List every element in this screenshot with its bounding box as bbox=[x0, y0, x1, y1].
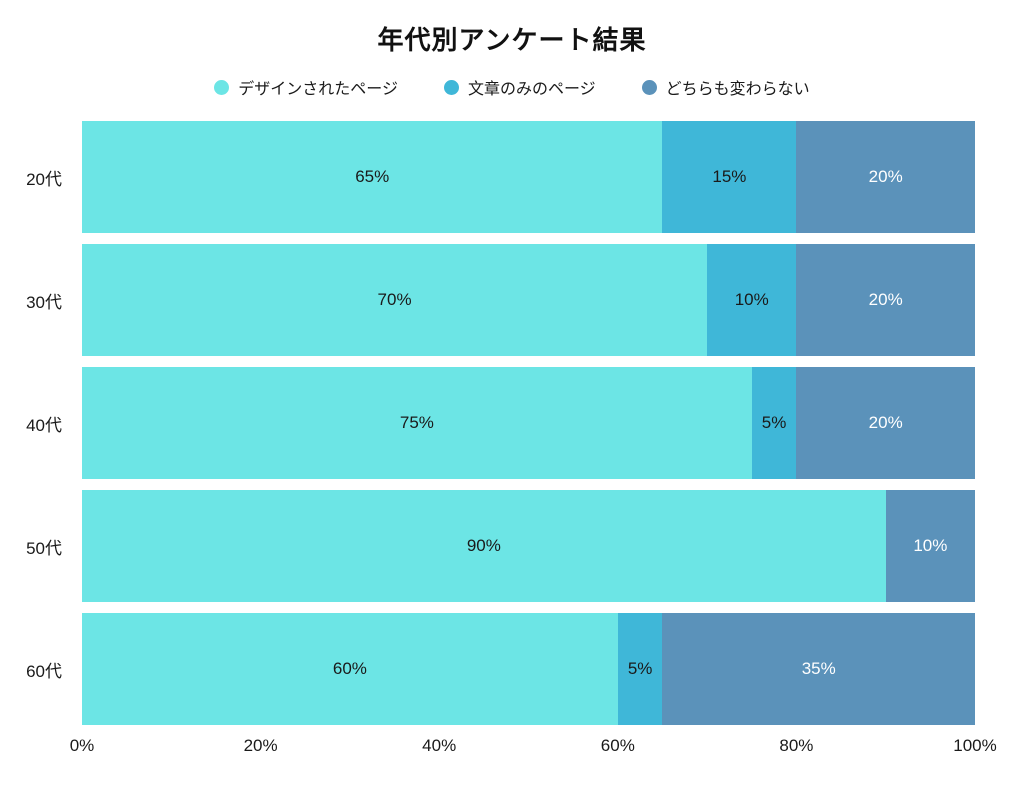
segment-value-label: 15% bbox=[712, 167, 747, 186]
legend-item: 文章のみのページ bbox=[443, 75, 596, 99]
bar-segment: 5% bbox=[751, 367, 797, 479]
chart-container: 年代別アンケート結果 デザインされたページ 文章のみのページ どちらも変わらない 2… bbox=[0, 20, 1024, 788]
bar-segment: 75% bbox=[82, 367, 752, 479]
segment-value-label: 20% bbox=[868, 167, 903, 186]
bar-row: 20代 65% 15% 20% bbox=[0, 121, 975, 233]
bar-segment: 10% bbox=[885, 490, 975, 602]
x-tick-label: 80% bbox=[779, 736, 814, 755]
bar-segment: 70% bbox=[82, 244, 708, 356]
legend-label: デザインされたページ bbox=[238, 81, 398, 98]
legend-label: 文章のみのページ bbox=[467, 81, 596, 98]
x-axis: 0% 20% 40% 60% 80% 100% bbox=[70, 734, 997, 762]
legend-color-dot bbox=[214, 79, 230, 95]
segment-value-label: 20% bbox=[868, 413, 903, 432]
bar-track: 70% 10% 20% bbox=[82, 244, 975, 356]
segment-value-label: 70% bbox=[377, 290, 412, 309]
legend-item: どちらも変わらない bbox=[641, 75, 810, 99]
bar-segment: 20% bbox=[796, 367, 975, 479]
legend-item: デザインされたページ bbox=[214, 75, 398, 99]
category-label: 40代 bbox=[26, 415, 62, 435]
segment-value-label: 65% bbox=[355, 167, 390, 186]
bar-row: 50代 90% 10% bbox=[0, 490, 975, 602]
segment-value-label: 10% bbox=[913, 536, 948, 555]
segment-value-label: 5% bbox=[627, 659, 653, 678]
category-label: 20代 bbox=[26, 169, 62, 189]
plot-area: 20代 65% 15% 20% 30代 70% 10% 20% 40代 75% 5% 20% 50代 90… bbox=[0, 121, 975, 725]
bar-track: 75% 5% 20% bbox=[82, 367, 975, 479]
segment-value-label: 20% bbox=[868, 290, 903, 309]
bar-segment: 60% bbox=[82, 613, 618, 725]
bar-segment: 35% bbox=[662, 613, 975, 725]
bar-segment: 15% bbox=[662, 121, 797, 233]
segment-value-label: 35% bbox=[801, 659, 836, 678]
category-label: 60代 bbox=[26, 661, 62, 681]
segment-value-label: 90% bbox=[466, 536, 501, 555]
chart-title: 年代別アンケート結果 bbox=[377, 25, 647, 55]
x-tick-label: 40% bbox=[422, 736, 457, 755]
legend-color-dot bbox=[641, 79, 657, 95]
bar-track: 90% 10% bbox=[82, 490, 975, 602]
bar-row: 40代 75% 5% 20% bbox=[0, 367, 975, 479]
bar-segment: 10% bbox=[707, 244, 797, 356]
bar-segment: 65% bbox=[82, 121, 663, 233]
x-tick-label: 100% bbox=[953, 736, 997, 755]
bar-track: 60% 5% 35% bbox=[82, 613, 975, 725]
segment-value-label: 60% bbox=[332, 659, 367, 678]
bar-segment: 20% bbox=[796, 244, 975, 356]
legend-label: どちらも変わらない bbox=[665, 81, 810, 98]
segment-value-label: 75% bbox=[399, 413, 434, 432]
bar-segment: 20% bbox=[796, 121, 975, 233]
x-tick-label: 20% bbox=[243, 736, 278, 755]
bar-row: 30代 70% 10% 20% bbox=[0, 244, 975, 356]
bar-segment: 5% bbox=[617, 613, 663, 725]
x-tick-label: 60% bbox=[600, 736, 635, 755]
segment-value-label: 10% bbox=[734, 290, 769, 309]
bar-segment: 90% bbox=[82, 490, 886, 602]
chart-legend: デザインされたページ 文章のみのページ どちらも変わらない bbox=[0, 75, 1024, 99]
category-label: 50代 bbox=[26, 538, 62, 558]
legend-color-dot bbox=[443, 79, 459, 95]
x-tick-label: 0% bbox=[69, 736, 95, 755]
segment-value-label: 5% bbox=[761, 413, 787, 432]
bar-track: 65% 15% 20% bbox=[82, 121, 975, 233]
category-label: 30代 bbox=[26, 292, 62, 312]
bar-row: 60代 60% 5% 35% bbox=[0, 613, 975, 725]
